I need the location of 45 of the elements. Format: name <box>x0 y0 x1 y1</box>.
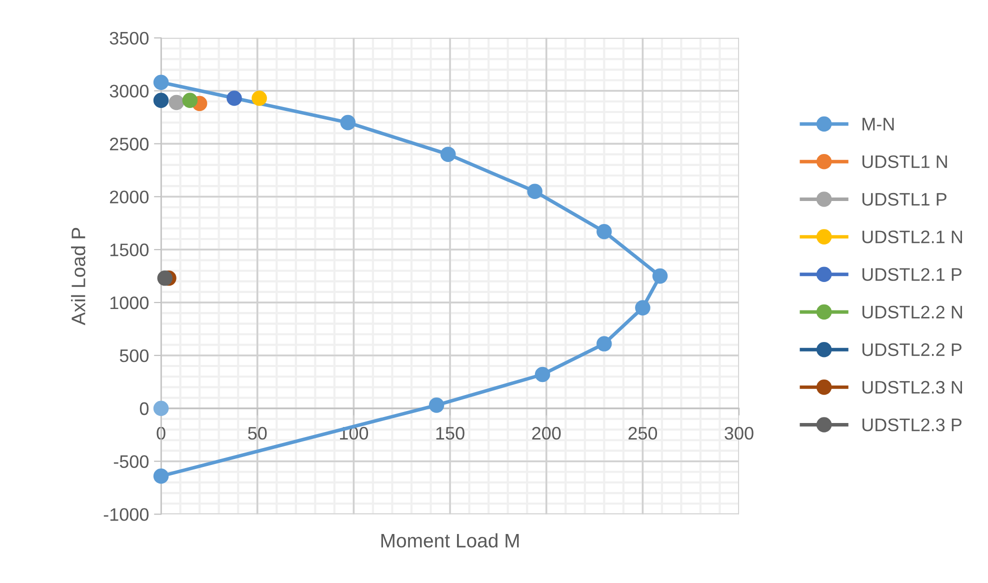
point <box>340 114 356 130</box>
y-axis-title: Axil Load P <box>71 228 86 326</box>
legend-label: UDSTL2.1 P <box>862 268 962 281</box>
point <box>153 92 169 108</box>
point <box>534 366 550 382</box>
legend-label: UDSTL1 P <box>862 192 946 206</box>
y-tick-label: 500 <box>120 349 149 362</box>
x-tick-label: 300 <box>724 426 754 440</box>
legend-label: UDSTL1 N <box>862 155 947 168</box>
point <box>652 268 668 284</box>
y-tick-label: 2500 <box>110 138 149 150</box>
x-tick-label: 0 <box>156 426 166 440</box>
point <box>440 146 456 162</box>
point <box>252 90 267 106</box>
point <box>182 92 198 108</box>
x-tick-label: 250 <box>628 426 658 440</box>
y-tick-label: 3000 <box>110 84 149 98</box>
y-tick-label: -500 <box>114 455 149 468</box>
legend-label: M-N <box>862 118 894 130</box>
y-tick-label: 1500 <box>110 244 149 256</box>
point <box>153 400 169 416</box>
point <box>596 336 612 352</box>
point <box>596 224 612 240</box>
point <box>428 398 444 413</box>
x-tick-label: 150 <box>436 426 464 440</box>
y-tick-label: -1000 <box>104 508 149 521</box>
y-tick-label: 1000 <box>110 296 149 310</box>
x-tick-label: 50 <box>248 426 267 440</box>
point <box>153 468 169 484</box>
point <box>157 270 173 286</box>
x-tick-label: 200 <box>532 426 561 440</box>
y-tick-label: 2000 <box>110 190 149 204</box>
legend-label: UDSTL2.2 P <box>862 343 962 356</box>
point <box>226 90 242 106</box>
legend-label: UDSTL2.3 P <box>862 418 962 432</box>
legend-label: UDSTL2.2 N <box>862 306 962 318</box>
legend-label: UDSTL2.3 N <box>862 380 962 394</box>
point <box>153 74 169 90</box>
x-axis-title: Moment Load M <box>381 533 519 548</box>
point <box>635 300 650 316</box>
point <box>527 184 542 200</box>
y-tick-label: 0 <box>140 402 149 416</box>
legend-label: UDSTL2.1 N <box>862 230 962 244</box>
point <box>168 94 184 110</box>
y-tick-label: 3500 <box>110 32 149 45</box>
